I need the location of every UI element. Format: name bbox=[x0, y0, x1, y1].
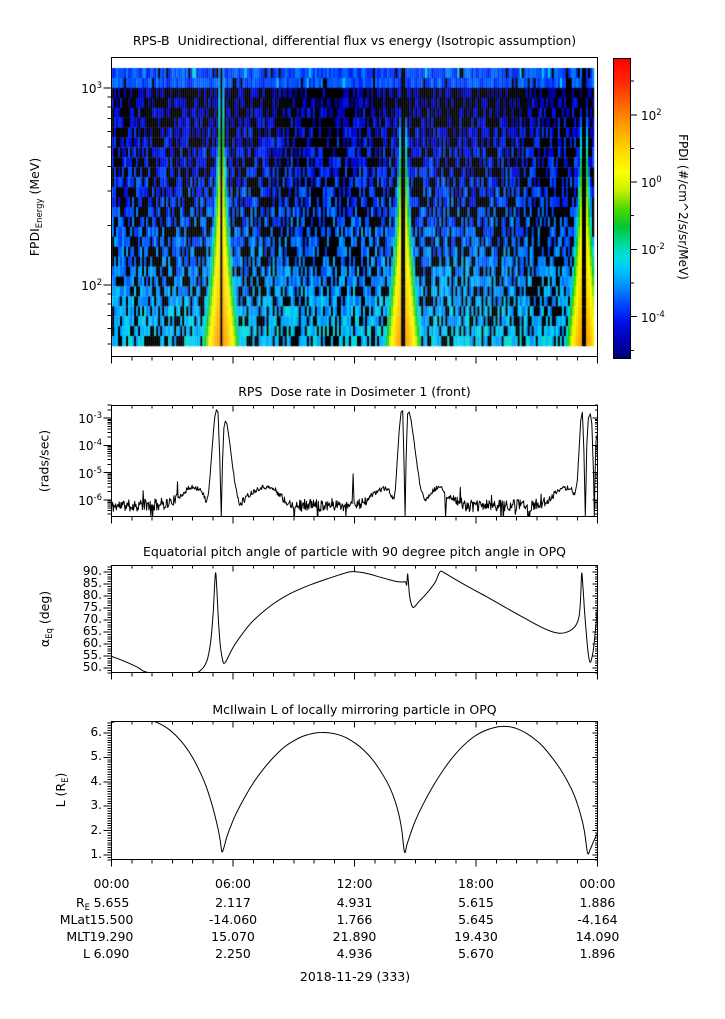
ephemeris-value: 2.250 bbox=[215, 946, 251, 961]
y-tick-label: 5. bbox=[90, 749, 102, 764]
dose-rate-curve bbox=[112, 409, 597, 516]
ephemeris-value: 5.655 bbox=[93, 895, 130, 910]
ephemeris-value: 2.117 bbox=[215, 895, 251, 910]
ephemeris-value: 1.896 bbox=[579, 946, 616, 961]
time-tick-label: 12:00 bbox=[336, 876, 373, 891]
y-tick-label: 70. bbox=[82, 611, 102, 626]
ephemeris-value: 1.766 bbox=[336, 912, 373, 927]
pitch-angle-panel-title: Equatorial pitch angle of particle with … bbox=[142, 544, 567, 559]
ephemeris-value: 19.430 bbox=[454, 929, 498, 944]
colorbar-tick-label: 10-2 bbox=[641, 242, 665, 258]
ephemeris-value: 6.090 bbox=[93, 946, 130, 961]
date-label: 2018-11-29 (333) bbox=[299, 969, 411, 984]
dose-panel-title: RPS Dose rate in Dosimeter 1 (front) bbox=[238, 384, 471, 399]
colorbar-label: FPDI (#/cm^2/s/sr/MeV) bbox=[676, 134, 690, 280]
spectrogram-canvas bbox=[111, 57, 598, 357]
y-tick-label: 103 bbox=[81, 80, 102, 96]
ephemeris-value: 15.500 bbox=[89, 912, 134, 927]
y-tick-label: 10-3 bbox=[78, 411, 102, 427]
ephemeris-value: 21.890 bbox=[332, 929, 377, 944]
colorbar bbox=[613, 58, 631, 359]
y-tick-label: 10-6 bbox=[78, 492, 102, 508]
spectrogram-title: RPS-B Unidirectional, differential flux … bbox=[132, 33, 577, 48]
time-tick-label: 06:00 bbox=[214, 876, 252, 891]
y-tick-label: 50. bbox=[82, 659, 102, 674]
ephemeris-value: 5.615 bbox=[458, 895, 494, 910]
time-tick-label: 00:00 bbox=[579, 876, 616, 891]
dose-y-axis-label: (rads/sec) bbox=[36, 429, 52, 493]
axes-ticks-and-frames bbox=[103, 57, 637, 867]
y-tick-label: 55. bbox=[82, 647, 102, 662]
ephemeris-row-label: MLat bbox=[59, 912, 90, 927]
y-tick-label: 90. bbox=[82, 563, 102, 578]
time-tick-label: 18:00 bbox=[457, 876, 495, 891]
y-tick-label: 80. bbox=[82, 587, 102, 602]
mcilwain-l-curve bbox=[112, 722, 597, 855]
y-tick-label: 65. bbox=[82, 623, 102, 638]
ephemeris-value: 15.070 bbox=[211, 929, 255, 944]
ephemeris-value: 5.670 bbox=[458, 946, 494, 961]
ephemeris-row-label: L bbox=[83, 946, 90, 961]
y-tick-label: 10-4 bbox=[78, 438, 102, 454]
mcilwain-l-y-axis-label: L (RE) bbox=[53, 772, 71, 808]
time-tick-label: 00:00 bbox=[93, 876, 130, 891]
ephemeris-row-label: MLT bbox=[66, 929, 90, 944]
ephemeris-value: 4.936 bbox=[336, 946, 373, 961]
spectrogram-y-axis-label: FPDIEnergy (MeV) bbox=[27, 157, 45, 257]
y-tick-label: 4. bbox=[90, 773, 102, 788]
y-tick-label: 2. bbox=[90, 822, 102, 837]
ephemeris-value: -14.060 bbox=[208, 912, 258, 927]
y-tick-label: 102 bbox=[81, 277, 102, 293]
y-tick-label: 10-5 bbox=[78, 465, 102, 481]
y-tick-label: 3. bbox=[90, 798, 102, 813]
ephemeris-value: 1.886 bbox=[579, 895, 616, 910]
ephemeris-value: -4.164 bbox=[577, 912, 618, 927]
ephemeris-value: 19.290 bbox=[89, 929, 134, 944]
ephemeris-row-label: RE bbox=[75, 895, 90, 913]
mcilwain-l-panel-title: McIlwain L of locally mirroring particle… bbox=[212, 702, 497, 717]
colorbar-tick-label: 100 bbox=[641, 175, 662, 191]
y-tick-label: 85. bbox=[82, 575, 102, 590]
colorbar-tick-label: 102 bbox=[641, 107, 662, 123]
pitch-angle-y-axis-label: αEq (deg) bbox=[37, 590, 55, 648]
ephemeris-value: 5.645 bbox=[458, 912, 494, 927]
y-tick-label: 60. bbox=[82, 635, 102, 650]
pitch-angle-curve bbox=[112, 570, 597, 672]
y-tick-label: 75. bbox=[82, 599, 102, 614]
ephemeris-value: 4.931 bbox=[336, 895, 373, 910]
colorbar-tick-label: 10-4 bbox=[641, 309, 665, 325]
y-tick-label: 6. bbox=[90, 724, 102, 739]
ephemeris-value: 14.090 bbox=[575, 929, 620, 944]
y-tick-label: 1. bbox=[90, 846, 102, 861]
